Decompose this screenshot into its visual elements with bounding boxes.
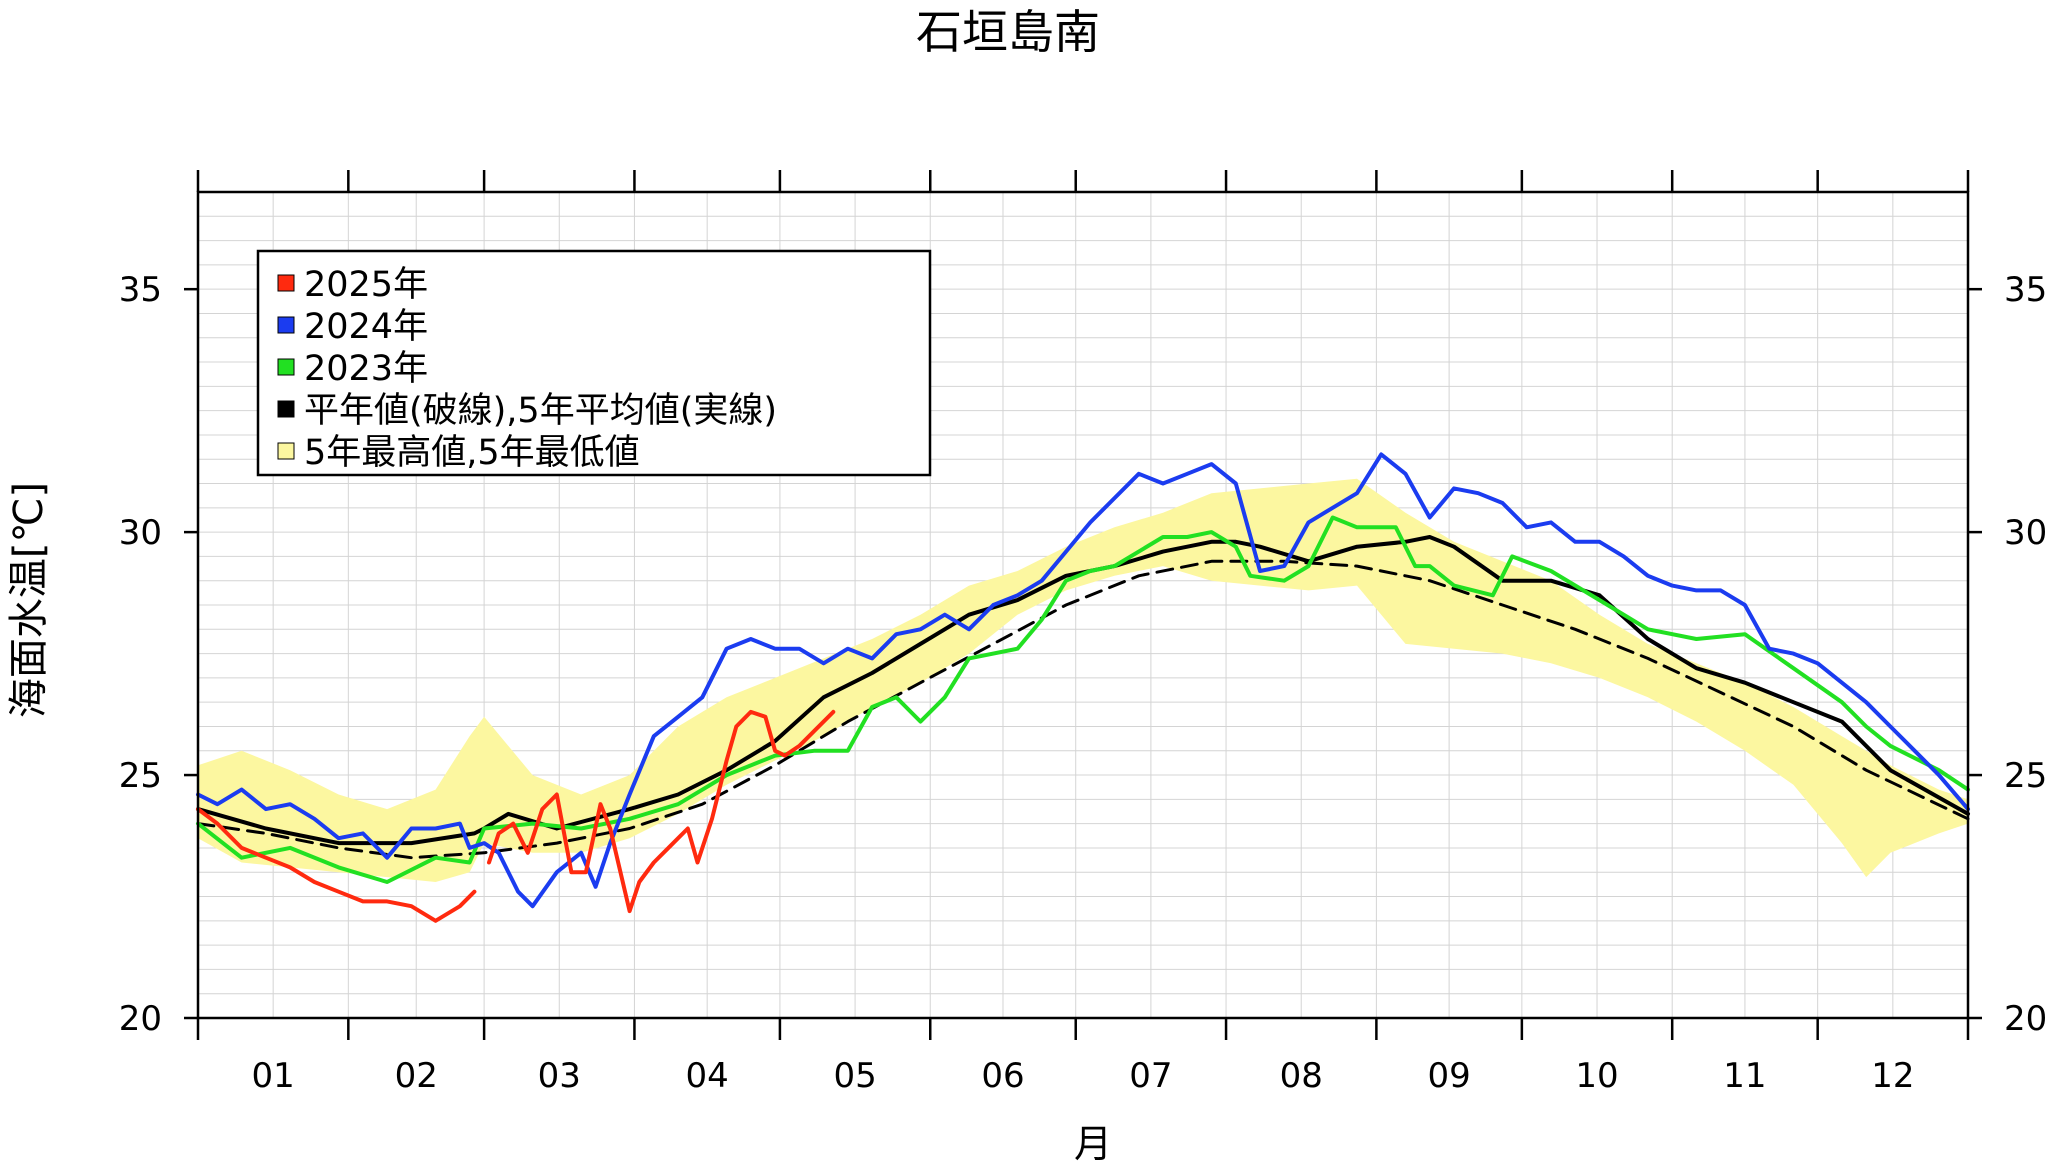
legend-label: 2024年: [304, 307, 428, 347]
y-tick-label-left: 35: [119, 270, 162, 310]
series-line-2024年: [196, 452, 1970, 909]
x-tick-label: 06: [981, 1056, 1024, 1096]
legend-label: 5年最高値,5年最低値: [304, 433, 640, 473]
x-tick-label: 08: [1280, 1056, 1323, 1096]
y-tick-label-right: 30: [2004, 513, 2047, 553]
x-axis-label: 月: [1074, 1122, 1112, 1166]
legend-swatch: [277, 274, 295, 292]
x-tick-label: 10: [1575, 1056, 1618, 1096]
legend-swatch: [277, 316, 295, 334]
series-line-5年平均値: [196, 535, 1970, 846]
legend-box: [256, 249, 932, 477]
x-tick-label: 02: [395, 1056, 438, 1096]
legend-label: 平年値(破線),5年平均値(実線): [304, 391, 777, 431]
plot-frame: [196, 190, 1970, 1020]
plot-border: [196, 190, 1970, 1020]
legend-swatch: [277, 400, 295, 418]
series-line-2025年: [196, 709, 836, 923]
series-line-2023年: [196, 515, 1970, 884]
x-tick-label: 04: [686, 1056, 729, 1096]
legend-label: 2023年: [304, 349, 428, 389]
x-tick-label: 12: [1871, 1056, 1914, 1096]
series-line-平年値: [196, 559, 1970, 860]
legend-swatch: [277, 442, 295, 460]
x-tick-label: 01: [252, 1056, 295, 1096]
y-tick-label-left: 30: [119, 513, 162, 553]
x-tick-label: 05: [833, 1056, 876, 1096]
y-tick-label-right: 35: [2004, 270, 2047, 310]
axis-ticks: 20 20 25 25 30 30 35 35 01 02 03 04 05 06 07 08 09 10 11 12: [119, 170, 2047, 1096]
y-tick-label-left: 25: [119, 756, 162, 796]
y-tick-label-right: 20: [2004, 999, 2047, 1039]
y-tick-label-right: 25: [2004, 756, 2047, 796]
series-group: [196, 452, 1970, 923]
legend-label: 2025年: [304, 265, 428, 305]
y-axis-label: 海面水温[℃]: [6, 482, 52, 718]
legend: 2025年2024年2023年平年値(破線),5年平均値(実線)5年最高値,5年…: [256, 249, 932, 477]
chart-title: 石垣島南: [916, 5, 1100, 59]
x-tick-label: 03: [538, 1056, 581, 1096]
y-tick-label-left: 20: [119, 999, 162, 1039]
x-tick-label: 09: [1427, 1056, 1470, 1096]
x-tick-label: 11: [1723, 1056, 1766, 1096]
legend-swatch: [277, 358, 295, 376]
x-tick-label: 07: [1129, 1056, 1172, 1096]
